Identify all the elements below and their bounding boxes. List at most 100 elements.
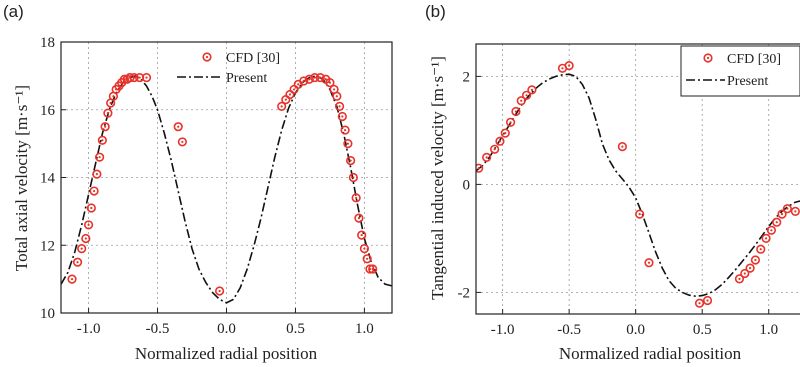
cfd-marker-dot: [520, 99, 523, 102]
legend-cfd-marker-b: [703, 53, 713, 63]
cfd-data-point: [72, 257, 83, 267]
cfd-data-point: [354, 213, 364, 223]
cfd-data-point: [351, 193, 361, 203]
cfd-marker-ring: [740, 268, 750, 279]
cfd-marker-dot: [101, 139, 104, 142]
cfd-data-point: [173, 122, 183, 132]
cfd-marker-ring: [67, 274, 77, 284]
cfd-data-point: [500, 128, 510, 138]
cfd-data-point: [761, 233, 771, 243]
cfd-marker-dot: [770, 229, 773, 232]
cfd-marker-ring: [173, 122, 183, 132]
cfd-marker-ring: [325, 78, 335, 88]
legend-cfd-marker-a: [202, 52, 212, 62]
cfd-marker-ring: [635, 209, 645, 219]
cfd-marker-dot: [308, 78, 311, 81]
cfd-markers-a: [67, 72, 378, 296]
cfd-marker-dot: [349, 159, 352, 162]
cfd-marker-ring: [511, 106, 521, 117]
cfd-marker-dot: [360, 233, 363, 237]
cfd-data-point: [337, 111, 347, 122]
legend-b: CFD [30] Present: [680, 45, 800, 97]
cfd-marker-ring: [332, 91, 342, 101]
cfd-data-point: [100, 122, 110, 132]
cfd-marker-dot: [106, 112, 109, 115]
cfd-data-point: [476, 163, 484, 173]
y-tick-labels-b: -2 0 2: [458, 69, 471, 301]
cfd-marker-ring: [129, 72, 139, 83]
cfd-data-point: [343, 139, 353, 149]
cfd-marker-dot: [514, 110, 518, 113]
cfd-data-point: [516, 96, 526, 106]
cfd-data-point: [215, 286, 225, 296]
cfd-markers-b: [476, 60, 800, 308]
cfd-data-point: [521, 90, 532, 100]
cfd-data-point: [281, 94, 291, 105]
cfd-marker-ring: [777, 209, 787, 219]
cfd-marker-dot: [371, 267, 374, 271]
cfd-data-point: [644, 258, 654, 268]
x-tick-label: 0.0: [217, 321, 236, 337]
cfd-data-point: [702, 295, 713, 306]
y-axis-title-a: Total axial velocity [m·s⁻¹]: [12, 85, 31, 271]
x-axis-title-a: Normalized radial position: [135, 344, 318, 363]
cfd-marker-dot: [70, 278, 74, 281]
cfd-data-point: [177, 137, 187, 147]
cfd-marker-dot: [357, 217, 360, 220]
cfd-marker-dot: [647, 261, 651, 264]
y-tick-label: 14: [40, 171, 56, 187]
cfd-data-point: [97, 135, 107, 145]
legend-cfd-label-a: CFD [30]: [226, 51, 280, 66]
cfd-marker-ring: [354, 213, 364, 223]
x-tick-label: -0.5: [146, 321, 170, 337]
cfd-marker-ring: [527, 85, 537, 95]
cfd-data-point: [285, 89, 295, 100]
y-axis-title-b: Tangential induced velocity [m·s⁻¹]: [428, 56, 447, 300]
y-tick-label: 12: [40, 238, 55, 254]
cfd-marker-ring: [72, 257, 83, 267]
cfd-data-point: [304, 74, 314, 84]
cfd-marker-dot: [313, 76, 316, 79]
cfd-marker-ring: [761, 233, 771, 243]
cfd-marker-ring: [348, 172, 358, 183]
cfd-data-point: [766, 225, 776, 235]
y-tick-label: 0: [463, 177, 471, 193]
cfd-marker-ring: [81, 233, 91, 244]
cfd-marker-dot: [775, 221, 778, 224]
cfd-data-point: [511, 106, 521, 117]
cfd-marker-ring: [644, 258, 654, 268]
cfd-data-point: [359, 244, 370, 254]
cfd-marker-dot: [93, 189, 96, 193]
cfd-data-point: [635, 209, 645, 219]
cfd-marker-dot: [177, 125, 180, 128]
cfd-marker-dot: [302, 79, 305, 83]
cfd-marker-dot: [754, 258, 757, 262]
cfd-marker-ring: [299, 76, 309, 86]
y-tick-label: 16: [40, 103, 56, 119]
cfd-marker-dot: [561, 67, 564, 70]
cfd-marker-ring: [357, 230, 367, 240]
cfd-marker-dot: [780, 213, 784, 216]
plot-area-a: [61, 72, 392, 304]
cfd-marker-ring: [103, 108, 113, 118]
cfd-marker-dot: [84, 237, 87, 240]
cfd-data-point: [564, 60, 574, 71]
cfd-marker-ring: [756, 244, 766, 254]
cfd-marker-dot: [138, 76, 141, 79]
cfd-marker-dot: [319, 76, 322, 79]
cfd-data-point: [772, 217, 782, 227]
cfd-data-point: [141, 72, 152, 83]
cfd-marker-dot: [363, 247, 366, 250]
cfd-marker-ring: [766, 225, 776, 235]
cfd-data-point: [750, 255, 761, 265]
cfd-data-point: [277, 101, 287, 111]
legend-box-b: [680, 45, 800, 97]
cfd-data-point: [89, 186, 99, 196]
cfd-marker-dot: [181, 140, 184, 144]
cfd-marker-ring: [141, 72, 152, 83]
cfd-marker-ring: [694, 298, 705, 308]
x-tick-label: -1.0: [77, 321, 101, 337]
cfd-marker-ring: [476, 163, 484, 173]
cfd-marker-dot: [638, 213, 641, 216]
